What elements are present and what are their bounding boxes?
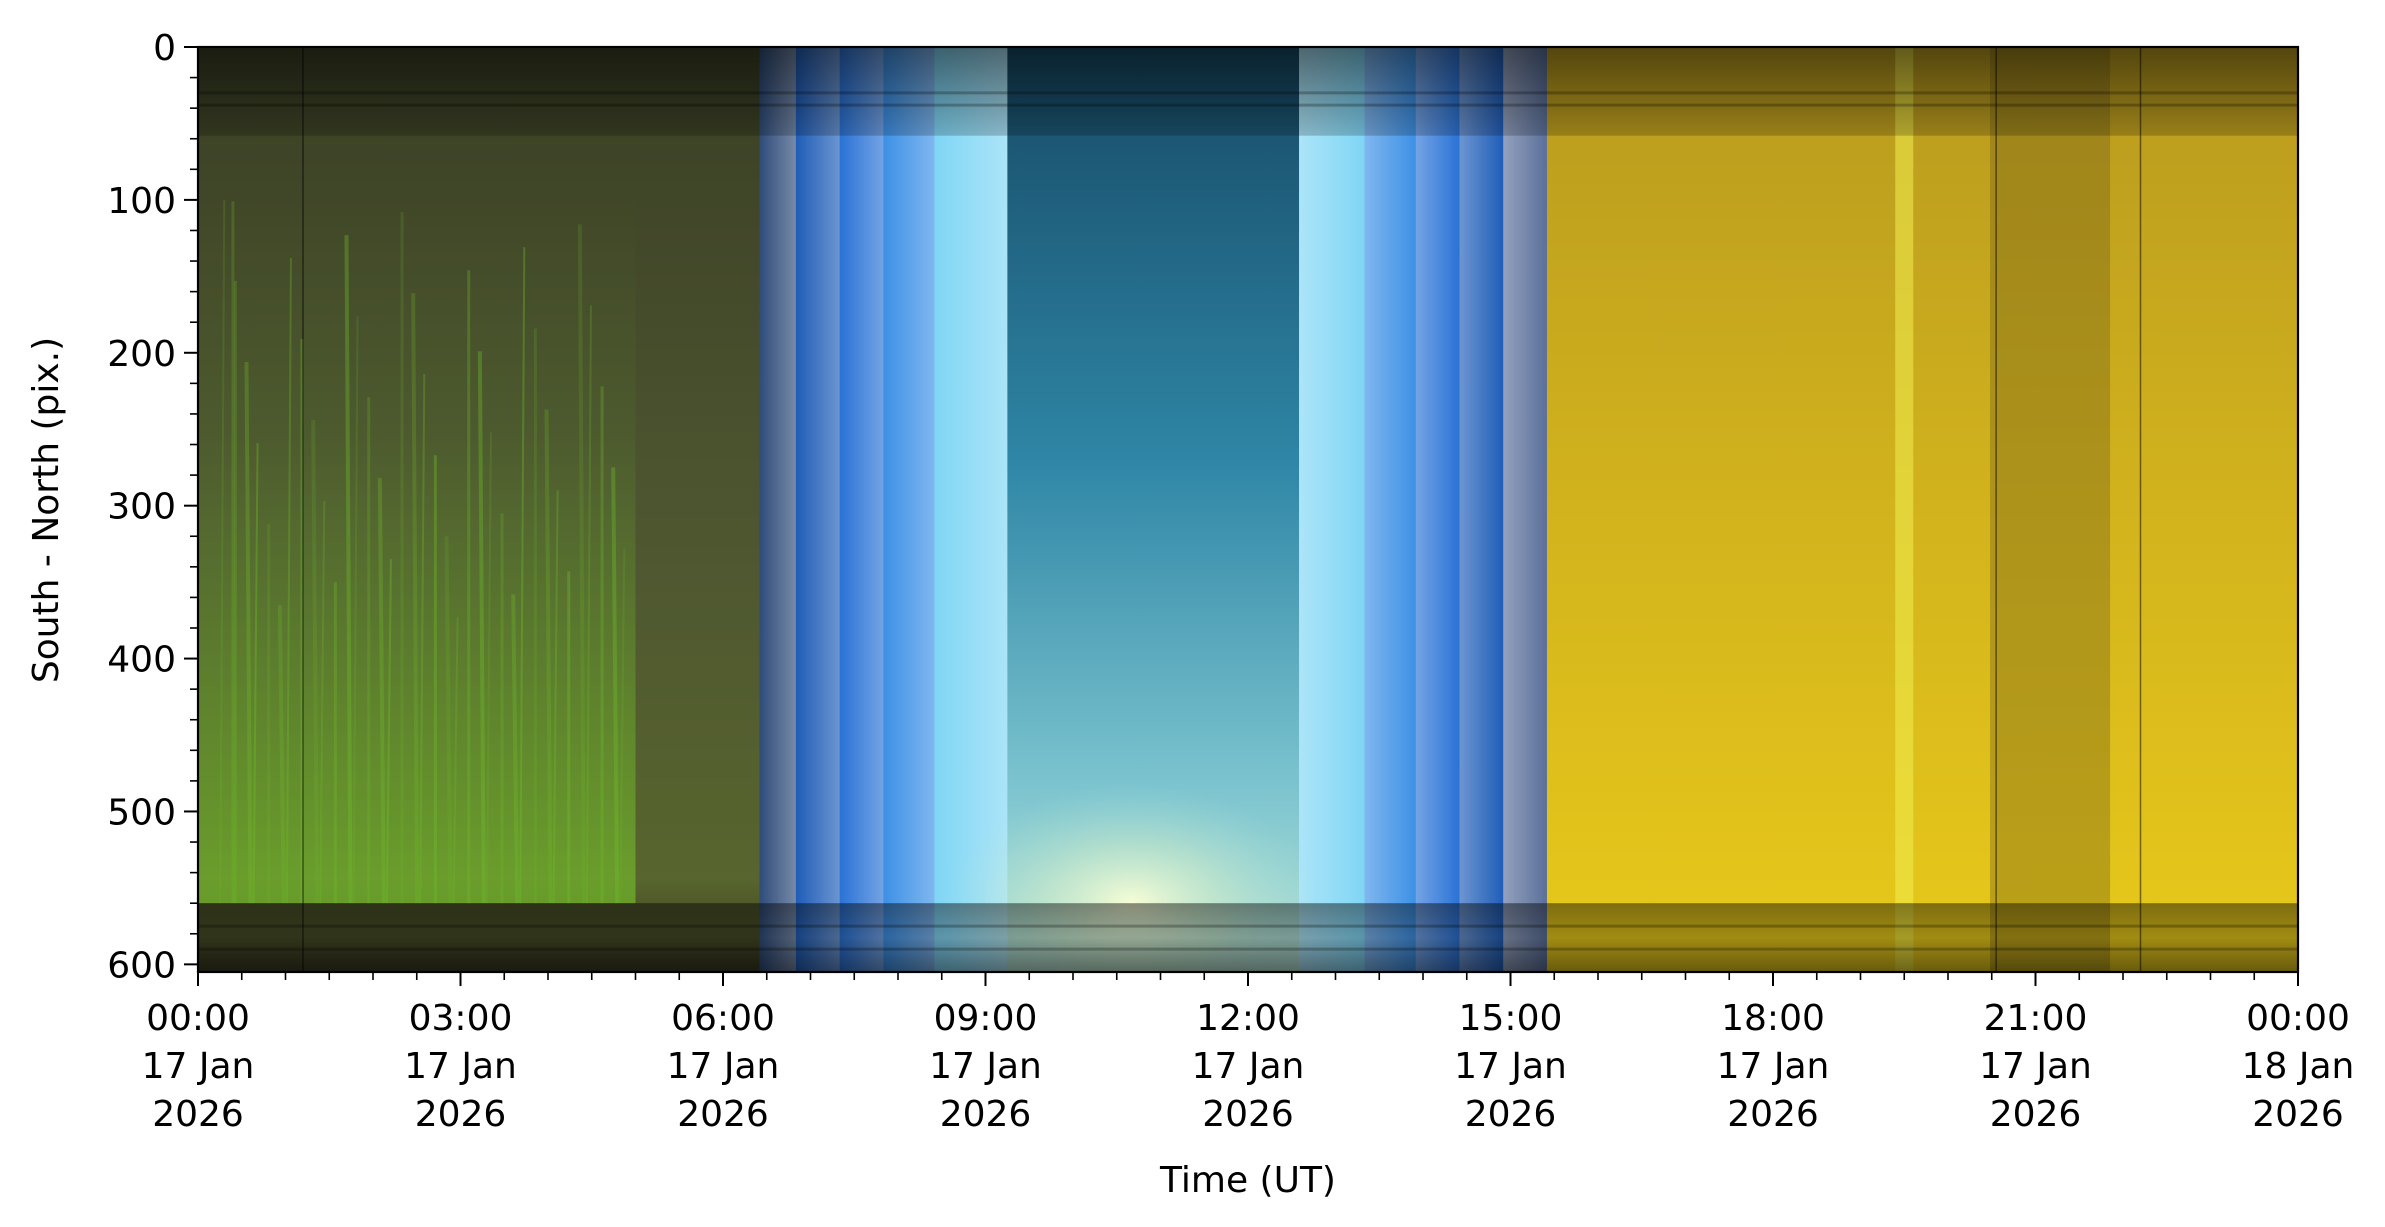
x-axis-label: Time (UT)	[1159, 1160, 1336, 1201]
keogram-segment-13	[1546, 47, 2298, 972]
aurora-streak	[419, 374, 426, 904]
aurora-streak	[311, 420, 320, 904]
x-tick-label: 09:00 17 Jan 2026	[929, 998, 1042, 1135]
y-tick-label: 300	[107, 487, 176, 528]
keogram-image	[198, 47, 2298, 972]
y-tick-label: 0	[153, 28, 176, 69]
aurora-streak	[452, 617, 459, 904]
x-tick-label: 00:00 17 Jan 2026	[142, 998, 255, 1135]
aurora-streak	[285, 257, 292, 904]
y-tick-label: 400	[107, 640, 176, 681]
aurora-streak	[577, 224, 586, 904]
aurora-streak	[477, 351, 486, 904]
aurora-streak	[619, 548, 626, 904]
y-axis-label: South - North (pix.)	[26, 337, 67, 683]
x-tick-label: 18:00 17 Jan 2026	[1717, 998, 1830, 1135]
aurora-streak	[219, 199, 226, 904]
aurora-streak	[544, 409, 553, 904]
keogram-segment-shine-4	[839, 47, 884, 972]
aurora-streak	[585, 305, 592, 904]
y-tick-label: 200	[107, 334, 176, 375]
keogram-segment-shine-2	[759, 47, 797, 972]
x-tick-label: 21:00 17 Jan 2026	[1979, 998, 2092, 1135]
keogram-segment-shine-10	[1415, 47, 1460, 972]
x-tick-label: 15:00 17 Jan 2026	[1454, 998, 1567, 1135]
bright-stripe	[1895, 47, 1914, 972]
keogram-segment-shine-12	[1503, 47, 1548, 972]
y-axis: 0 100 200 300 400 500 600	[107, 28, 198, 986]
aurora-streak	[552, 490, 559, 904]
x-tick-label: 12:00 17 Jan 2026	[1192, 998, 1305, 1135]
aurora-streak	[377, 478, 386, 904]
keogram-segment-shine-8	[1299, 47, 1366, 972]
top-band	[198, 47, 2298, 136]
aurora-streak	[485, 432, 492, 904]
aurora-streak	[519, 247, 526, 904]
aurora-streak	[252, 442, 259, 904]
dark-stripe	[1990, 47, 2111, 972]
keogram-segment-shine-5	[883, 47, 935, 972]
keogram-segment-shine-11	[1459, 47, 1504, 972]
aurora-streak	[611, 467, 620, 904]
y-tick-label: 100	[107, 181, 176, 222]
aurora-streak	[277, 605, 286, 904]
y-tick-label: 500	[107, 792, 176, 833]
aurora-streak	[511, 594, 520, 904]
aurora-streak	[444, 536, 453, 904]
keogram-segment-shine-3	[795, 47, 841, 972]
keogram-segment-shine-9	[1364, 47, 1417, 972]
aurora-streak	[385, 559, 392, 904]
horizon-band	[198, 903, 2298, 972]
aurora-streak	[411, 293, 420, 904]
x-tick-label: 06:00 17 Jan 2026	[667, 998, 780, 1135]
aurora-streak	[319, 501, 326, 904]
aurora-streak	[352, 316, 359, 904]
y-tick-label: 600	[107, 945, 176, 986]
x-tick-label: 00:00 18 Jan 2026	[2242, 998, 2355, 1135]
x-axis: 00:00 17 Jan 2026 03:00 17 Jan 2026 06:00 17 Ja…	[142, 972, 2355, 1135]
x-tick-label: 03:00 17 Jan 2026	[404, 998, 517, 1135]
aurora-streak	[344, 235, 353, 904]
keogram-segment-shine-6	[934, 47, 1008, 972]
aurora-band	[198, 184, 636, 904]
aurora-streak	[244, 361, 253, 904]
